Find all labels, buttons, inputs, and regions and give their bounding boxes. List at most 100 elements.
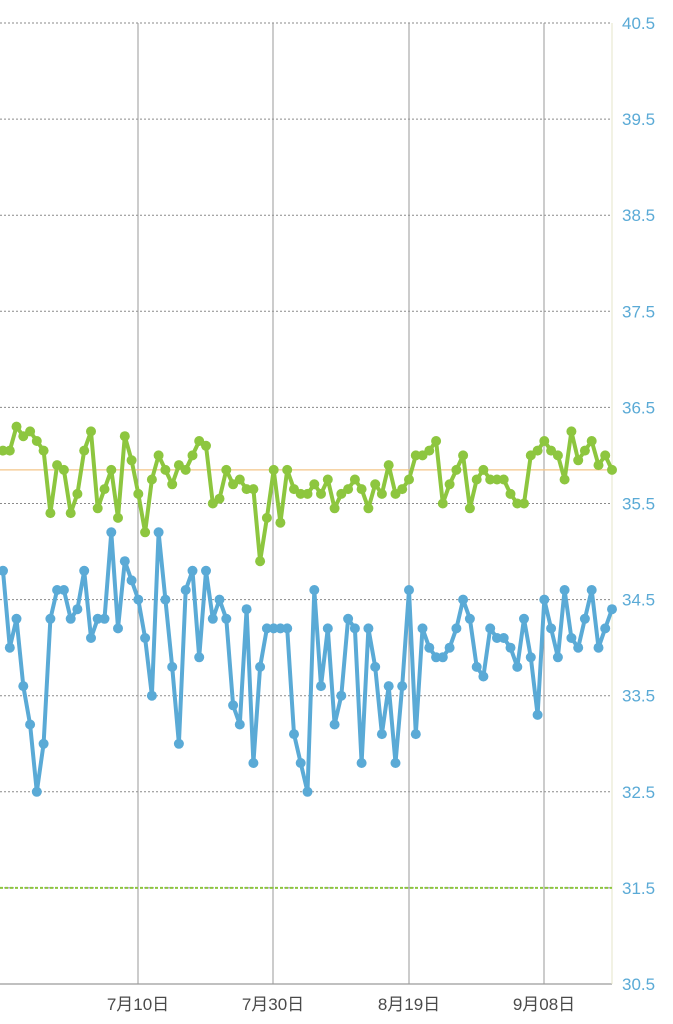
data-point [607,604,617,615]
y-tick-label: 30.5 [622,975,655,994]
y-tick-label: 31.5 [622,879,655,898]
data-point [38,738,49,749]
data-point [72,488,83,499]
data-point [519,613,529,624]
x-tick-label: 7月10日 [107,995,169,1014]
data-point [187,565,198,576]
data-point [79,565,90,576]
data-point [302,488,313,499]
data-point [370,479,381,490]
data-point [289,729,299,740]
data-point [329,719,340,730]
data-point [234,474,245,485]
data-point [498,474,509,485]
data-point [316,488,326,499]
data-point [72,604,83,615]
data-point [322,474,333,485]
data-point [370,661,381,672]
data-point [505,488,516,499]
data-point [201,565,211,576]
series-upper [0,421,617,567]
data-point [106,527,117,538]
data-point [0,565,8,576]
data-point [329,503,340,514]
data-point [214,493,225,504]
data-point [343,484,354,495]
data-point [248,758,259,768]
data-point [451,464,462,475]
data-point [546,623,557,634]
data-point [383,460,394,471]
data-point [153,450,164,461]
data-point [573,642,584,653]
data-point [532,709,543,720]
data-point [309,479,320,490]
data-point [356,484,367,495]
data-point [593,460,604,471]
data-point [146,690,157,701]
data-point [4,642,15,653]
x-axis-tick-labels: 7月10日 7月30日 8月19日 9月08日 [107,995,575,1014]
data-point [437,498,448,509]
data-point [4,445,15,456]
data-point [309,585,320,595]
data-point [167,661,178,672]
data-point [140,633,151,643]
data-point [261,512,272,523]
data-point [322,623,333,634]
y-tick-label: 34.5 [622,591,655,610]
data-point [383,681,394,692]
data-point [160,594,171,605]
data-point [275,517,286,528]
data-point [201,440,211,451]
y-tick-label: 32.5 [622,783,655,802]
data-point [65,613,76,624]
data-point [228,700,239,711]
data-point [478,464,489,475]
data-point [119,431,130,442]
data-point [424,445,435,456]
data-point [282,464,293,475]
data-point [146,474,157,485]
data-point [525,652,536,663]
data-point [25,426,36,437]
data-point [248,484,259,495]
data-point [478,671,489,682]
data-point [187,450,198,461]
data-point [376,729,387,740]
data-point [539,594,550,605]
data-point [241,604,252,615]
data-point [343,613,354,624]
data-point [356,758,367,768]
data-point [579,613,590,624]
data-point [573,455,584,466]
y-tick-label: 39.5 [622,110,655,129]
data-point [31,436,42,446]
data-point [113,512,123,523]
data-point [180,464,191,475]
series-line [1,530,614,794]
data-point [86,633,96,643]
data-point [586,436,597,446]
data-point [79,445,90,456]
y-axis-tick-labels: 40.5 39.5 38.5 37.5 36.5 35.5 34.5 33.5 32.5 31.5… [622,14,655,994]
data-point [586,585,597,595]
data-point [207,613,218,624]
data-point [119,556,130,567]
data-point [221,613,232,624]
data-point [397,484,408,495]
data-point [11,421,22,432]
y-tick-label: 33.5 [622,687,655,706]
series-lower [0,527,617,797]
data-point [593,642,604,653]
x-tick-label: 8月19日 [378,995,440,1014]
data-point [444,642,455,653]
data-point [417,623,428,634]
data-point [133,594,144,605]
data-point [451,623,462,634]
data-point [336,690,347,701]
data-point [363,623,374,634]
x-tick-label: 9月08日 [513,995,575,1014]
data-point [397,681,408,692]
